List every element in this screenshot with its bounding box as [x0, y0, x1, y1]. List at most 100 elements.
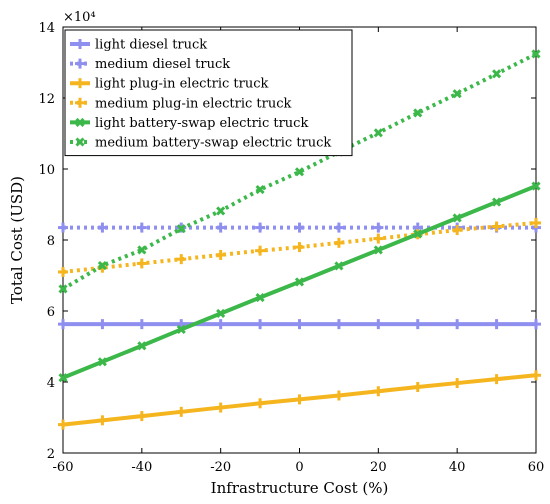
data-point	[215, 319, 226, 330]
data-point	[412, 381, 423, 392]
data-point	[255, 398, 266, 409]
legend-label: medium plug-in electric truck	[95, 96, 291, 111]
data-point	[333, 222, 344, 233]
data-point	[176, 224, 186, 234]
x-tick-label: 20	[370, 460, 387, 475]
data-point	[75, 117, 85, 127]
data-point	[216, 206, 226, 216]
data-point	[215, 222, 226, 233]
series-light-battery-swap-electric-truck	[58, 181, 541, 383]
data-point	[58, 373, 68, 383]
series-medium-plug-in-electric-truck	[58, 217, 541, 277]
legend-label: light plug-in electric truck	[95, 77, 269, 92]
data-point	[176, 406, 187, 417]
legend: light diesel truck medium diesel truck lig…	[64, 29, 353, 157]
data-point	[75, 78, 85, 89]
data-point	[452, 225, 463, 236]
data-point	[492, 197, 502, 207]
data-point	[452, 213, 462, 223]
x-tick-label: -60	[53, 460, 74, 475]
series-light-plug-in-electric-truck	[58, 370, 541, 430]
data-point	[294, 167, 305, 177]
data-point	[137, 245, 147, 255]
data-point	[452, 319, 463, 330]
plot-area	[58, 49, 541, 430]
data-point	[294, 319, 305, 330]
data-point	[75, 58, 85, 69]
y-tick-label: 10	[38, 163, 55, 178]
data-point	[294, 394, 305, 405]
data-point	[333, 390, 344, 401]
x-tick-label: 0	[295, 460, 303, 475]
x-axis-label: Infrastructure Cost (%)	[211, 479, 389, 497]
data-point	[136, 411, 147, 422]
data-point	[97, 260, 107, 271]
axes: -60 -40 -20 0 20 40 60 2 4 6 8 10 12 14	[38, 21, 544, 475]
data-point	[255, 245, 266, 256]
data-point	[413, 108, 423, 118]
data-point	[176, 324, 186, 335]
data-point	[97, 357, 107, 367]
data-point	[255, 185, 265, 195]
y-tick-label: 6	[47, 305, 55, 320]
legend-label: medium diesel truck	[95, 57, 230, 72]
y-tick-label: 14	[38, 21, 55, 36]
data-point	[97, 222, 108, 233]
y-tick-label: 8	[47, 234, 55, 249]
data-point	[75, 97, 85, 108]
data-point	[491, 374, 502, 385]
x-tick-label: -20	[210, 460, 231, 475]
data-point	[136, 222, 147, 233]
data-point	[294, 277, 305, 287]
data-point	[531, 217, 541, 228]
data-point	[373, 222, 384, 233]
data-point	[413, 229, 423, 239]
y-tick-label: 12	[38, 92, 55, 107]
data-point	[334, 261, 344, 271]
data-point	[373, 245, 383, 255]
x-tick-label: 40	[449, 460, 466, 475]
data-point	[58, 266, 68, 277]
x-tick-label: -40	[131, 460, 152, 475]
data-point	[58, 222, 68, 233]
data-point	[333, 319, 344, 330]
data-point	[294, 242, 305, 253]
y-multiplier-label: ×10⁴	[63, 10, 96, 25]
data-point	[176, 254, 187, 265]
x-tick-label: 60	[528, 460, 545, 475]
data-point	[97, 319, 108, 330]
y-axis-label: Total Cost (USD)	[8, 176, 26, 304]
data-point	[373, 128, 383, 138]
data-point	[137, 341, 147, 351]
data-point	[136, 319, 147, 330]
data-point	[58, 284, 68, 294]
data-point	[294, 222, 305, 233]
data-point	[58, 419, 68, 430]
data-point	[333, 237, 344, 248]
data-point	[255, 222, 266, 233]
legend-label: medium battery-swap electric truck	[95, 136, 331, 151]
data-point	[491, 319, 502, 330]
data-point	[255, 292, 265, 303]
data-point	[58, 319, 68, 330]
data-point	[75, 137, 85, 147]
data-point	[452, 89, 462, 99]
data-point	[373, 233, 384, 244]
data-point	[531, 49, 541, 59]
data-point	[491, 221, 502, 232]
legend-label: light diesel truck	[95, 38, 207, 53]
data-point	[531, 319, 541, 330]
data-point	[215, 402, 226, 413]
data-point	[492, 69, 502, 79]
series-medium-battery-swap-electric-truck	[58, 49, 541, 294]
data-point	[75, 39, 85, 49]
y-tick-label: 2	[47, 447, 55, 462]
data-point	[373, 386, 384, 397]
series-light-diesel-truck	[58, 319, 541, 330]
data-point	[531, 370, 541, 381]
data-point	[452, 378, 463, 389]
data-point	[373, 319, 384, 330]
data-point	[255, 319, 266, 330]
data-point	[531, 181, 541, 191]
